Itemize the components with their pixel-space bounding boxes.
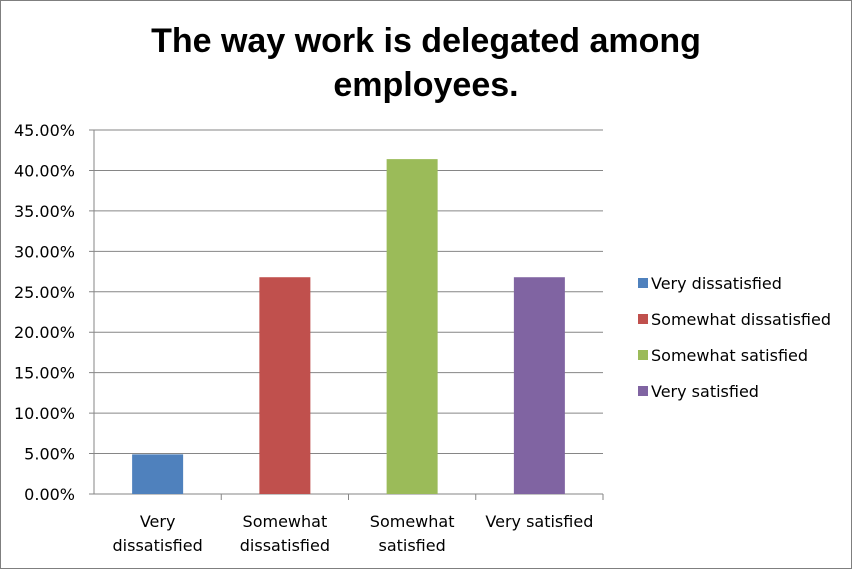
y-tick-label: 45.00%	[14, 121, 75, 140]
y-tick-label: 5.00%	[24, 445, 75, 464]
legend-swatch	[638, 278, 648, 288]
x-tick-label: Very satisfied	[485, 512, 593, 531]
x-tick-label: Somewhat	[243, 512, 328, 531]
y-tick-label: 10.00%	[14, 404, 75, 423]
legend-label: Somewhat satisfied	[651, 346, 808, 365]
bar	[513, 277, 565, 494]
legend-swatch	[638, 314, 648, 324]
y-tick-label: 35.00%	[14, 202, 75, 221]
legend-label: Very dissatisfied	[651, 274, 782, 293]
y-tick-label: 40.00%	[14, 161, 75, 180]
x-tick-label: dissatisfied	[240, 536, 330, 555]
legend-label: Somewhat dissatisfied	[651, 310, 831, 329]
bar	[259, 277, 311, 494]
y-tick-label: 30.00%	[14, 242, 75, 261]
y-tick-label: 25.00%	[14, 283, 75, 302]
bar	[132, 454, 184, 494]
y-tick-label: 0.00%	[24, 485, 75, 504]
y-tick-label: 20.00%	[14, 323, 75, 342]
x-tick-label: Somewhat	[370, 512, 455, 531]
x-tick-label: Very	[140, 512, 176, 531]
bar	[386, 159, 438, 494]
chart-title: The way work is delegated among employee…	[151, 22, 701, 104]
y-tick-label: 15.00%	[14, 364, 75, 383]
legend-swatch	[638, 350, 648, 360]
legend-label: Very satisfied	[651, 382, 759, 401]
x-tick-label: dissatisfied	[113, 536, 203, 555]
legend-swatch	[638, 386, 648, 396]
x-tick-label: satisfied	[378, 536, 445, 555]
